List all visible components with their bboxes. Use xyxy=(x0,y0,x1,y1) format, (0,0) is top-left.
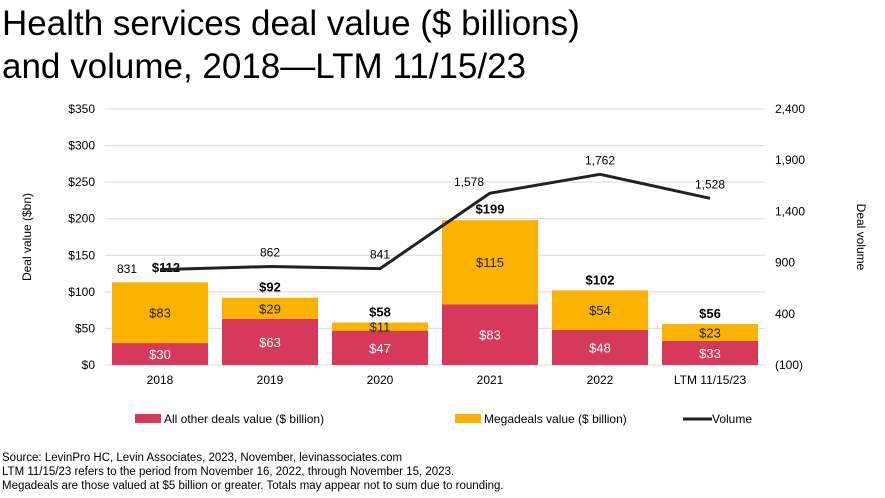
bar-all-other-deals xyxy=(332,330,428,365)
y2-tick-label: (100) xyxy=(775,358,803,372)
y-tick-label: $200 xyxy=(68,212,95,226)
bar-label-all-other: $83 xyxy=(479,328,501,343)
footnote-ltm: LTM 11/15/23 refers to the period from N… xyxy=(2,466,455,478)
y2-tick-label: 1,900 xyxy=(775,153,805,167)
y-tick-label: $250 xyxy=(68,175,95,189)
chart-title-line-1: Health services deal value ($ billions) xyxy=(2,4,580,43)
bar-total-label: $199 xyxy=(476,201,505,216)
x-tick-label: 2021 xyxy=(477,373,504,387)
bar-label-all-other: $47 xyxy=(369,341,391,356)
y2-tick-label: 1,400 xyxy=(775,204,805,218)
legend-label-all-other: All other deals value ($ billion) xyxy=(164,412,324,426)
bar-total-label: $56 xyxy=(699,306,721,321)
bar-label-all-other: $33 xyxy=(699,346,721,361)
bar-all-other-deals xyxy=(662,340,758,365)
x-tick-label: LTM 11/15/23 xyxy=(674,373,747,387)
volume-label: 862 xyxy=(260,245,280,259)
bar-all-other-deals xyxy=(222,318,318,365)
bar-total-label: $112 xyxy=(152,260,180,275)
bar-label-megadeals: $23 xyxy=(699,325,721,340)
bar-megadeals xyxy=(662,324,758,341)
y-tick-label: $350 xyxy=(68,102,95,116)
y-tick-label: $150 xyxy=(68,248,95,262)
legend-label-volume: Volume xyxy=(712,412,752,426)
bar-megadeals xyxy=(332,322,428,331)
bar-megadeals xyxy=(552,290,648,330)
bar-all-other-deals xyxy=(442,304,538,365)
bar-all-other-deals xyxy=(552,329,648,365)
bar-total-label: $102 xyxy=(586,272,615,287)
footnote-megadeals: Megadeals are those valued at $5 billion… xyxy=(2,480,504,492)
legend-swatch-all-other xyxy=(135,414,161,423)
x-tick-label: 2022 xyxy=(587,373,614,387)
y-tick-label: $50 xyxy=(75,321,95,335)
footnote-source: Source: LevinPro HC, Levin Associates, 2… xyxy=(2,452,403,464)
chart-title-line-2: and volume, 2018—LTM 11/15/23 xyxy=(2,47,527,86)
x-tick-label: 2020 xyxy=(367,373,394,387)
y-axis-label: Deal value ($bn) xyxy=(20,193,34,281)
bar-label-megadeals: $11 xyxy=(370,320,391,335)
bar-label-megadeals: $83 xyxy=(149,306,171,321)
volume-label: 831 xyxy=(117,262,137,276)
bar-all-other-deals xyxy=(112,343,208,365)
x-tick-label: 2018 xyxy=(147,373,174,387)
bar-label-all-other: $63 xyxy=(259,335,281,350)
bar-label-megadeals: $29 xyxy=(259,301,281,316)
legend-label-megadeals: Megadeals value ($ billion) xyxy=(484,412,627,426)
volume-label: 1,578 xyxy=(454,175,484,189)
x-tick-label: 2019 xyxy=(257,373,284,387)
bar-megadeals xyxy=(442,220,538,305)
volume-label: 841 xyxy=(370,248,390,262)
bar-megadeals xyxy=(112,282,208,344)
y2-tick-label: 2,400 xyxy=(775,102,805,116)
y-tick-label: $100 xyxy=(68,285,95,299)
bar-label-all-other: $30 xyxy=(149,347,171,362)
volume-label: 1,528 xyxy=(695,177,725,191)
volume-label: 1,762 xyxy=(585,153,615,167)
bar-total-label: $92 xyxy=(259,280,281,295)
y2-axis-label: Deal volume xyxy=(854,204,868,271)
bar-megadeals xyxy=(222,297,318,319)
y2-tick-label: 400 xyxy=(775,307,795,321)
chart-title: Health services deal value ($ billions) … xyxy=(2,2,580,88)
bar-label-megadeals: $115 xyxy=(476,255,504,270)
y-tick-label: $0 xyxy=(82,358,96,372)
legend-swatch-megadeals xyxy=(455,414,481,423)
y2-tick-label: 900 xyxy=(775,256,795,270)
bar-label-megadeals: $54 xyxy=(589,303,611,318)
bar-label-all-other: $48 xyxy=(589,340,611,355)
y-tick-label: $300 xyxy=(68,139,95,153)
volume-line xyxy=(159,172,711,272)
bar-total-label: $58 xyxy=(369,305,391,320)
